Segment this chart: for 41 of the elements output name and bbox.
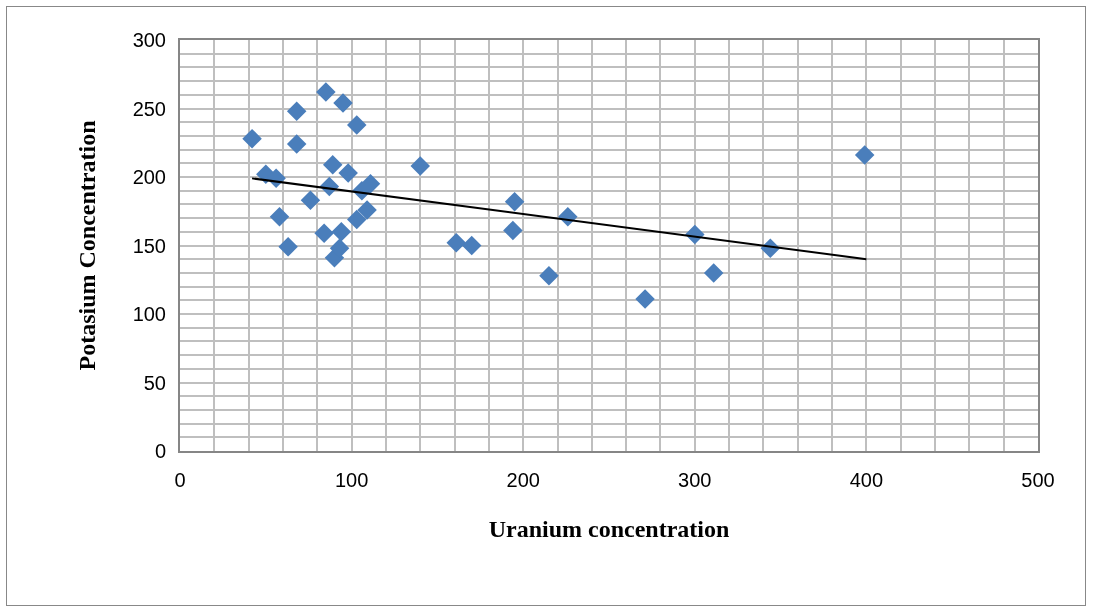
x-tick-label: 0	[174, 469, 186, 491]
point	[300, 190, 321, 211]
y-axis-title: Potasium Concentration	[74, 120, 101, 371]
point	[461, 235, 482, 256]
point	[286, 101, 307, 121]
point	[286, 134, 307, 154]
point	[854, 145, 875, 165]
y-tick-label: 100	[132, 303, 166, 325]
point	[314, 223, 334, 243]
point	[503, 220, 523, 241]
point	[347, 115, 367, 135]
point	[316, 82, 336, 102]
y-tick-label: 150	[132, 234, 166, 257]
x-tick-label: 300	[678, 469, 712, 491]
point	[242, 128, 262, 149]
point	[360, 174, 381, 194]
point	[329, 238, 350, 258]
point	[331, 222, 352, 242]
y-tick-label: 0	[154, 440, 166, 462]
y-tick-label: 200	[132, 166, 166, 188]
point	[504, 191, 525, 212]
x-tick-label: 400	[849, 469, 884, 491]
point	[347, 209, 367, 230]
point	[703, 263, 724, 283]
point	[269, 206, 290, 227]
y-tick-label: 250	[132, 97, 166, 120]
x-axis-title: Uranium concentration	[488, 515, 730, 542]
x-tick-label: 100	[334, 469, 369, 491]
point	[338, 163, 358, 183]
point	[635, 289, 655, 309]
point	[333, 93, 353, 113]
x-tick-label: 500	[1021, 469, 1055, 491]
x-tick-label: 200	[506, 469, 540, 491]
y-tick-label: 300	[132, 29, 166, 51]
point	[410, 156, 430, 176]
point	[446, 233, 467, 253]
y-tick-label: 50	[143, 371, 166, 394]
point	[322, 154, 343, 175]
point	[539, 265, 559, 286]
point	[278, 237, 298, 257]
point	[357, 200, 377, 220]
